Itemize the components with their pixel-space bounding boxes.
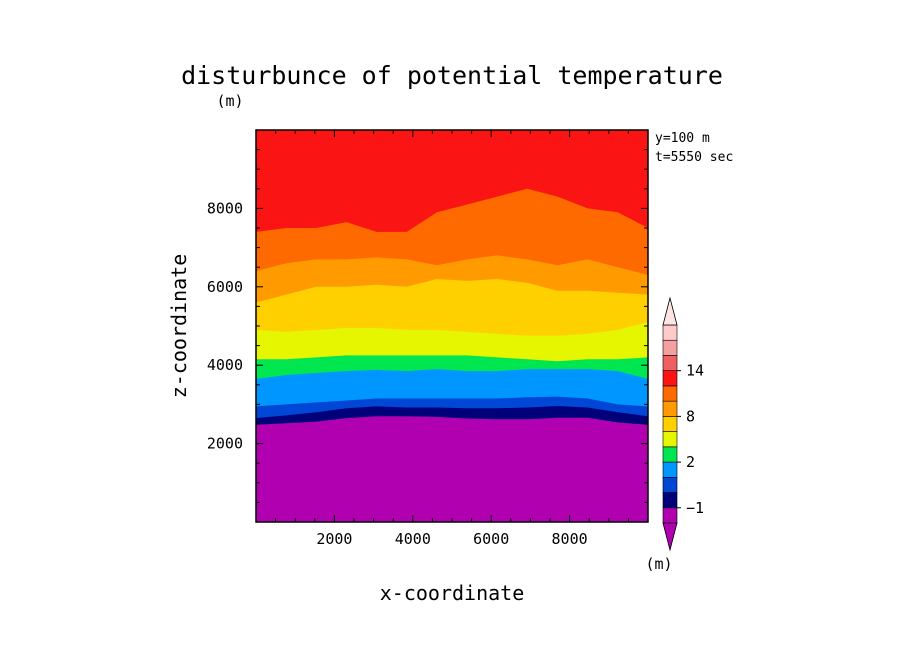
colorbar-max-arrow — [662, 296, 678, 326]
minor-ticks — [256, 130, 648, 522]
colorbar-cell — [662, 507, 678, 524]
chart-title: disturbunce of potential temperature — [181, 61, 723, 90]
title-units: (m) — [216, 92, 243, 110]
colorbar-min-arrow — [662, 522, 678, 552]
colorbar-cell — [662, 355, 678, 371]
y-tick-label: 4000 — [207, 356, 243, 374]
y-tick-label: 8000 — [207, 199, 243, 217]
colorbar-label: 14 — [686, 362, 704, 380]
x-axis-ticks: 2000 4000 6000 8000 — [316, 530, 587, 548]
plot-area — [255, 129, 649, 523]
colorbar-cell — [662, 431, 678, 448]
colorbar-cell — [662, 492, 678, 509]
band-purple-top — [256, 416, 648, 522]
annotation-y: y=100 m — [655, 131, 710, 146]
x-axis-label: x-coordinate — [380, 581, 525, 605]
annotation-time: t=5550 sec — [655, 150, 733, 165]
y-axis-ticks: 2000 4000 6000 8000 — [207, 199, 243, 452]
colorbar-cell — [662, 324, 678, 341]
contour-bands — [256, 188, 648, 523]
x-tick-label: 4000 — [395, 530, 431, 548]
colorbar-units: (m) — [645, 555, 672, 573]
colorbar-label: 2 — [686, 453, 695, 471]
colorbar-cell — [662, 477, 678, 493]
y-tick-label: 2000 — [207, 435, 243, 453]
colorbar-cell — [662, 385, 678, 402]
colorbar-cell — [662, 446, 678, 463]
colorbar-cell — [662, 461, 678, 478]
colorbar-cell — [662, 416, 678, 432]
colorbar-cell — [662, 370, 678, 387]
y-tick-label: 6000 — [207, 278, 243, 296]
x-tick-label: 2000 — [316, 530, 352, 548]
colorbar-cell — [662, 400, 678, 417]
x-tick-label: 6000 — [473, 530, 509, 548]
y-axis-label: z-coordinate — [167, 254, 191, 399]
colorbar: 14 8 2 −1 — [662, 296, 704, 552]
colorbar-label: −1 — [686, 499, 704, 517]
colorbar-label: 8 — [686, 407, 695, 425]
colorbar-cell — [662, 339, 678, 356]
x-tick-label: 8000 — [552, 530, 588, 548]
